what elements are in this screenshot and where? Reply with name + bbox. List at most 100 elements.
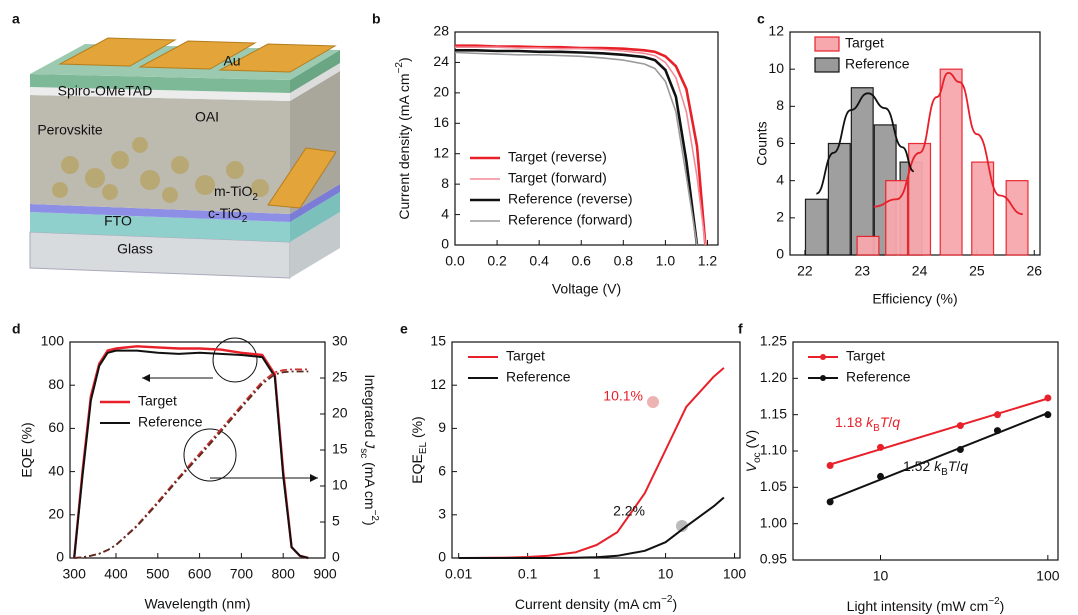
layer-label: Au	[223, 53, 240, 69]
x-tick-label: 25	[969, 263, 985, 279]
label-part: Current density (mA cm	[396, 73, 412, 219]
bar	[1005, 180, 1029, 256]
y-tick-label: 1.25	[760, 333, 787, 349]
label-part: Light intensity (mW cm	[847, 598, 989, 614]
annotation: 1.52 kBT/q	[903, 458, 968, 478]
legend-label: Reference	[845, 56, 910, 72]
label-part: )	[673, 596, 678, 612]
y-tick-label: 100	[41, 333, 65, 349]
x-tick-label: 1.0	[656, 253, 676, 269]
panel-label: b	[372, 11, 381, 27]
y2-tick-label: 0	[332, 549, 340, 565]
oai-front	[30, 87, 290, 101]
legend-label: Reference	[138, 414, 203, 430]
au-stripe	[138, 40, 257, 70]
x-tick-label: 0.2	[487, 253, 507, 269]
y-tick-label: 0	[776, 246, 784, 262]
y-tick-label: 24	[433, 53, 449, 69]
y-tick-label: 1.10	[760, 442, 787, 458]
series-line	[454, 51, 698, 246]
label-part: k	[866, 414, 874, 430]
x-tick-label: 500	[146, 566, 170, 582]
x-tick-label: 0.01	[445, 566, 472, 582]
plot-frame	[454, 31, 719, 246]
y-tick-label: 6	[776, 134, 784, 150]
data-point	[993, 427, 1001, 435]
y-axis-label: Voc (V)	[743, 430, 763, 472]
y2-tick-label: 30	[332, 333, 348, 349]
y2-tick-label: 20	[332, 405, 348, 421]
bar	[827, 142, 851, 256]
label-part: q	[892, 414, 900, 430]
y-tick-label: 1.15	[760, 405, 787, 421]
y-tick-label: 60	[48, 419, 64, 435]
series-line	[74, 368, 309, 559]
legend-label: Target	[506, 348, 545, 364]
panel-label: f	[738, 321, 743, 337]
y-tick-label: 0	[438, 549, 446, 565]
legend-marker	[820, 354, 826, 360]
oai-side	[290, 63, 340, 101]
annotation: 2.2%	[613, 503, 645, 519]
label-part: EL	[418, 441, 429, 454]
layer-label: Perovskite	[37, 122, 103, 138]
layer-label: Glass	[117, 241, 153, 257]
x-tick-label: 0.0	[445, 253, 465, 269]
y-tick-label: 0	[441, 236, 449, 252]
y2-axis-label: Integrated Jsc (mA cm−2)	[358, 374, 380, 525]
legend-label: Reference	[846, 369, 911, 385]
arrow-head	[310, 474, 318, 482]
spiro-front	[30, 74, 290, 93]
label-part: 2	[242, 214, 248, 225]
y-tick-label: 12	[433, 144, 449, 160]
layer-label: FTO	[104, 213, 132, 229]
data-point	[826, 462, 834, 470]
spiro-side	[290, 50, 340, 93]
layer-label: OAI	[195, 109, 219, 125]
y-tick-label: 15	[430, 333, 446, 349]
y-tick-label: 4	[441, 205, 449, 221]
panel-label: a	[12, 11, 20, 27]
series-line	[73, 349, 309, 559]
y-tick-label: 28	[433, 23, 449, 39]
label-part: (V)	[743, 430, 759, 453]
annotation: 10.1%	[603, 388, 643, 404]
x-tick-label: 23	[854, 263, 870, 279]
bar	[804, 198, 828, 256]
y-tick-label: 9	[438, 419, 446, 435]
label-part: q	[960, 458, 968, 474]
label-part: m-TiO	[214, 183, 252, 199]
x-tick-label: 24	[912, 263, 928, 279]
label-part: oc	[752, 452, 763, 463]
y-axis-label: Current density (mA cm−2)	[394, 57, 412, 219]
y-tick-label: 4	[776, 171, 784, 187]
y-axis-label: EQE (%)	[19, 422, 35, 477]
label-part: B	[941, 467, 948, 478]
label-part: /	[956, 458, 960, 474]
label-part: −2	[394, 62, 405, 74]
label-part: )	[362, 521, 378, 526]
label-part: k	[934, 458, 942, 474]
label-part: (mA cm	[362, 458, 378, 509]
fit-curve	[815, 92, 915, 195]
legend-label: Reference (reverse)	[508, 191, 633, 207]
x-tick-label: 0.1	[518, 566, 538, 582]
y-tick-label: 12	[430, 376, 446, 392]
au-stripe	[218, 43, 337, 73]
series-line	[74, 370, 309, 559]
layer-label: c-TiO2	[208, 205, 248, 225]
au-contact	[267, 147, 337, 209]
series-line	[458, 496, 725, 559]
legend-label: Target (reverse)	[508, 149, 607, 165]
layer-label: m-TiO2	[214, 183, 258, 203]
x-axis-label: Efficiency (%)	[872, 291, 957, 307]
legend-label: Target	[138, 393, 177, 409]
bar	[850, 87, 874, 256]
bar	[908, 142, 932, 256]
ctio2-front	[30, 204, 290, 222]
y-axis-label: EQEEL (%)	[409, 416, 429, 483]
series-line	[455, 46, 707, 246]
x-tick-label: 1	[593, 566, 601, 582]
label-part: T	[948, 458, 958, 474]
